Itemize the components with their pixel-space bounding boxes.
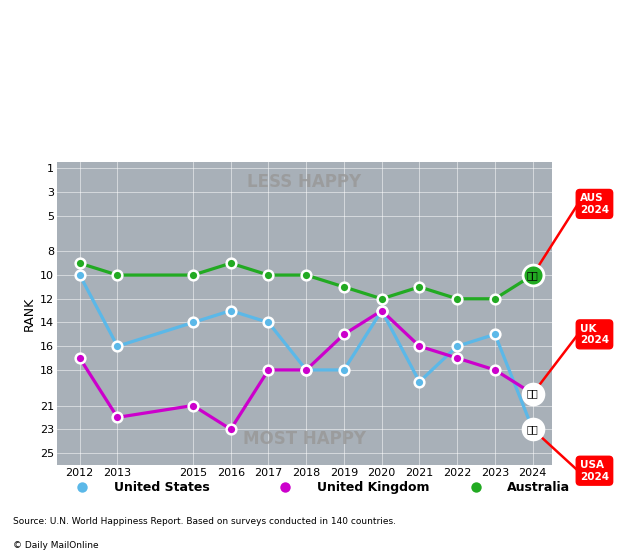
Text: UK
2024: UK 2024 bbox=[580, 324, 609, 345]
Y-axis label: RANK: RANK bbox=[23, 296, 36, 331]
Text: 🇬🇧: 🇬🇧 bbox=[527, 389, 538, 399]
Text: MOST HAPPY: MOST HAPPY bbox=[243, 430, 366, 448]
Text: Source: U.N. World Happiness Report. Based on surveys conducted in 140 countries: Source: U.N. World Happiness Report. Bas… bbox=[13, 516, 396, 526]
Text: 🇺🇸: 🇺🇸 bbox=[527, 424, 538, 434]
Text: United Kingdom: United Kingdom bbox=[317, 480, 429, 494]
Text: USA
2024: USA 2024 bbox=[580, 460, 609, 482]
Text: 🇦🇺: 🇦🇺 bbox=[527, 270, 538, 280]
Text: and Australia has shifted since 2012: and Australia has shifted since 2012 bbox=[74, 106, 560, 130]
Text: RANKED: How happiness in the US, UK: RANKED: How happiness in the US, UK bbox=[60, 36, 574, 60]
Text: LESS HAPPY: LESS HAPPY bbox=[247, 173, 361, 191]
Text: Australia: Australia bbox=[507, 480, 571, 494]
Text: © Daily MailOnline: © Daily MailOnline bbox=[13, 541, 98, 550]
Text: United States: United States bbox=[114, 480, 210, 494]
Text: AUS
2024: AUS 2024 bbox=[580, 193, 609, 214]
